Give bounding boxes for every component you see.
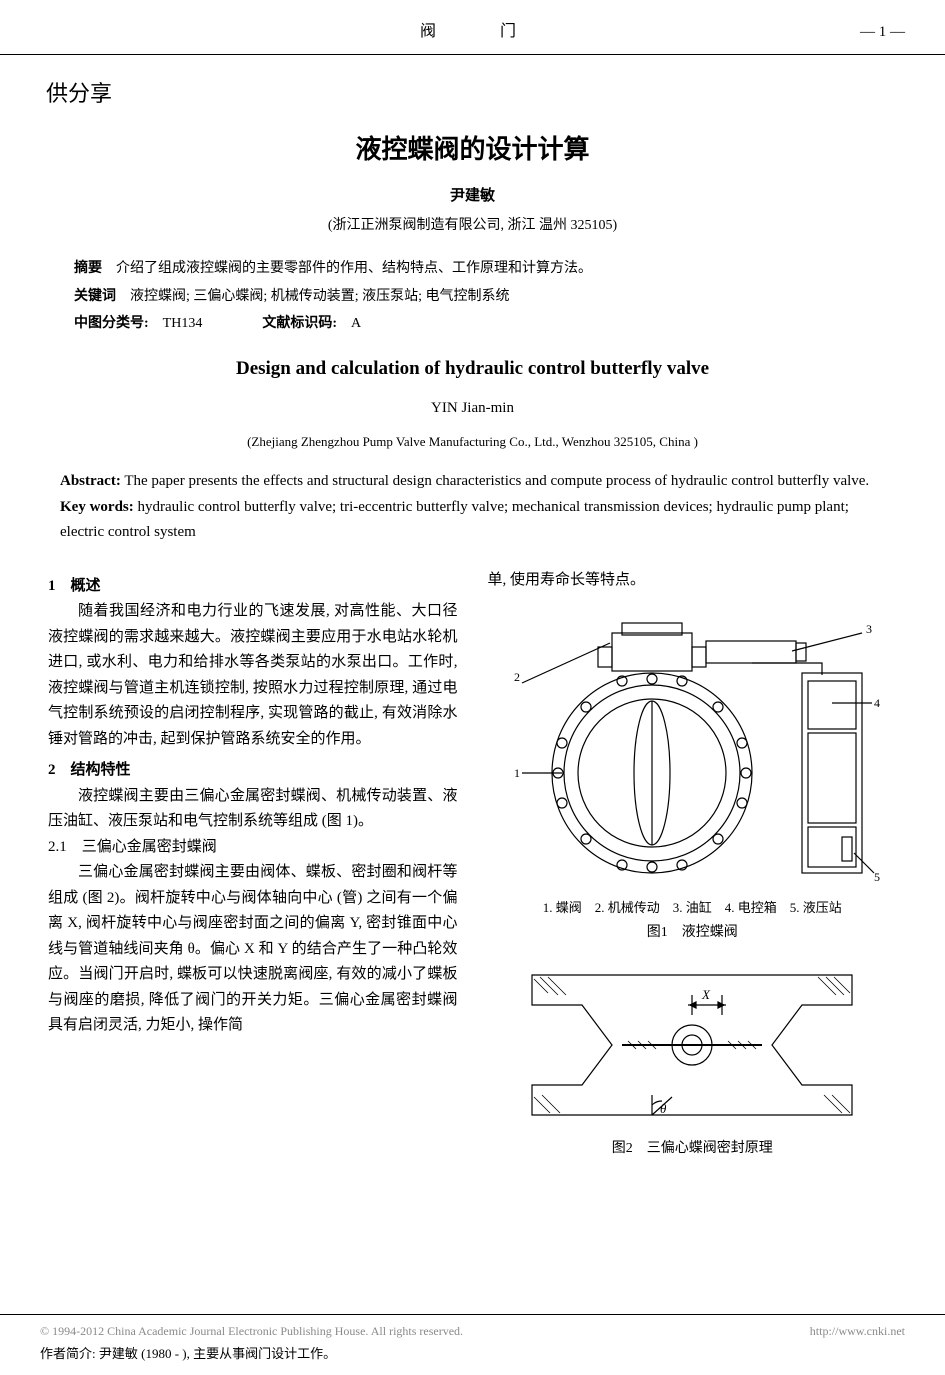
abstract-label: 摘要 — [74, 255, 102, 282]
doc-code-value: A — [351, 310, 361, 337]
section-1-para: 随着我国经济和电力行业的飞速发展, 对高性能、大口径液控蝶阀的需求越来越大。液控… — [48, 599, 458, 752]
title-en: Design and calculation of hydraulic cont… — [0, 353, 945, 385]
abstract-en-text: The paper presents the effects and struc… — [124, 473, 869, 489]
doc-code-label: 文献标识码: — [262, 310, 337, 337]
figure-2-caption: 图2 三偏心蝶阀密封原理 — [488, 1137, 898, 1161]
figure-1-caption: 图1 液控蝶阀 — [488, 921, 898, 945]
keywords-en-label: Key words: — [60, 499, 134, 515]
callout-2: 2 — [514, 670, 520, 684]
figure-1: 1 2 3 4 5 1. 蝶阀 2. 机械传动 3. 油缸 4. 电控箱 5. … — [488, 603, 898, 945]
abstract-en-label: Abstract: — [60, 473, 121, 489]
column-right: 单, 使用寿命长等特点。 — [488, 568, 898, 1161]
title-cn: 液控蝶阀的设计计算 — [0, 128, 945, 172]
callout-5: 5 — [874, 870, 880, 884]
share-label: 供分享 — [0, 55, 945, 112]
section-1-heading: 1 概述 — [48, 574, 458, 600]
abstract-en-block: Abstract: The paper presents the effects… — [60, 469, 885, 546]
footer-bio: 作者简介: 尹建敏 (1980 - ), 主要从事阀门设计工作。 — [40, 1343, 905, 1365]
keywords-text: 液控蝶阀; 三偏心蝶阀; 机械传动装置; 液压泵站; 电气控制系统 — [130, 283, 510, 310]
clc-value: TH134 — [163, 310, 203, 337]
meta-block: 摘要 介绍了组成液控蝶阀的主要零部件的作用、结构特点、工作原理和计算方法。 关键… — [74, 255, 871, 337]
author-en: YIN Jian-min — [0, 396, 945, 422]
clc-label: 中图分类号: — [74, 310, 149, 337]
section-2-heading: 2 结构特性 — [48, 758, 458, 784]
journal-name: 阀 门 — [100, 18, 860, 45]
keywords-en-text: hydraulic control butterfly valve; tri-e… — [60, 499, 849, 541]
affil-cn: (浙江正洲泵阀制造有限公司, 浙江 温州 325105) — [0, 214, 945, 238]
figure-1-items: 1. 蝶阀 2. 机械传动 3. 油缸 4. 电控箱 5. 液压站 — [488, 897, 898, 919]
footer-copyright: © 1994-2012 China Academic Journal Elect… — [40, 1321, 463, 1341]
affil-en: (Zhejiang Zhengzhou Pump Valve Manufactu… — [0, 431, 945, 453]
figure-2: X θ 图2 三偏心蝶阀密封原理 — [488, 955, 898, 1161]
callout-4: 4 — [874, 696, 880, 710]
figure-1-svg: 1 2 3 4 5 — [502, 603, 882, 893]
footer: © 1994-2012 China Academic Journal Elect… — [0, 1314, 945, 1375]
callout-3: 3 — [866, 622, 872, 636]
keywords-label: 关键词 — [74, 283, 116, 310]
section-2-para: 液控蝶阀主要由三偏心金属密封蝶阀、机械传动装置、液压油缸、液压泵站和电气控制系统… — [48, 784, 458, 835]
dim-x: X — [701, 987, 711, 1002]
section-2-1-heading: 2.1 三偏心金属密封蝶阀 — [48, 835, 458, 861]
callout-1: 1 — [514, 766, 520, 780]
section-2-1-para: 三偏心金属密封蝶阀主要由阀体、蝶板、密封圈和阀杆等组成 (图 2)。阀杆旋转中心… — [48, 860, 458, 1039]
abstract-text: 介绍了组成液控蝶阀的主要零部件的作用、结构特点、工作原理和计算方法。 — [116, 255, 592, 282]
column-left: 1 概述 随着我国经济和电力行业的飞速发展, 对高性能、大口径液控蝶阀的需求越来… — [48, 568, 458, 1161]
author-cn: 尹建敏 — [0, 184, 945, 210]
figure-2-svg: X θ — [502, 955, 882, 1135]
right-col-continuation: 单, 使用寿命长等特点。 — [488, 568, 898, 594]
footer-url: http://www.cnki.net — [810, 1321, 905, 1341]
page-number: — 1 — — [860, 20, 905, 46]
dim-theta: θ — [660, 1101, 667, 1116]
page-header: 阀 门 — 1 — — [0, 0, 945, 55]
